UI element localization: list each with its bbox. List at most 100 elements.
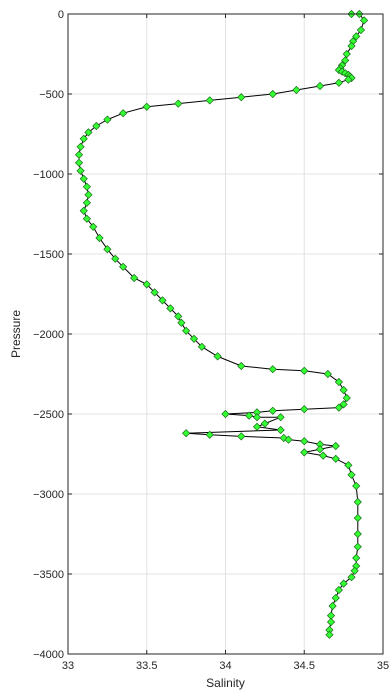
data-point [334,585,343,595]
data-point [284,435,293,444]
y-tick-label: −2500 [33,409,64,421]
data-point [300,437,309,446]
data-point [142,280,151,289]
data-point [342,49,351,59]
y-tick-label: −3000 [33,489,64,501]
data-point [342,393,351,403]
data-point [213,352,222,361]
data-point [237,432,246,441]
data-point [245,411,254,420]
data-point [92,121,101,131]
data-point [82,198,91,207]
axis-ticks: 33 33.5 34 34.5 35 0 −500 −1000 −1500 −2000 −2500 −… [33,9,389,672]
data-point [341,56,350,65]
data-point [268,365,277,374]
y-tick-label: −1500 [33,249,64,261]
y-tick-label: −1000 [33,169,64,181]
data-point [95,233,104,243]
x-tick-label: 35 [377,660,389,672]
data-point [84,128,93,137]
data-point [339,579,348,588]
data-point [315,445,325,454]
data-point [76,166,85,175]
data-point [352,553,361,563]
data-point [260,419,269,428]
data-point [292,85,301,95]
data-point [103,115,112,124]
data-point [182,326,191,335]
data-point [300,448,309,457]
data-point [252,413,262,422]
data-point [344,75,353,84]
series-layer [74,9,369,639]
data-point [339,400,348,409]
data-point [319,451,328,460]
data-point [350,566,359,575]
data-point [315,81,325,91]
data-point [79,206,88,215]
data-point [347,41,356,51]
x-tick-label: 34 [219,660,231,672]
data-point [347,470,356,479]
y-tick-label: −2000 [33,329,64,341]
data-point [142,102,151,111]
data-point [174,312,183,321]
data-point [197,342,206,351]
data-point [237,93,246,102]
data-point [276,425,285,435]
data-point [353,513,362,523]
data-point [119,262,128,271]
data-point [74,158,84,167]
y-tick-label: −500 [39,89,64,101]
data-point [268,89,277,99]
x-tick-label: 34.5 [294,660,315,672]
y-tick-label: −3500 [33,569,64,581]
x-axis-label: Salinity [206,676,245,690]
y-tick-label: −4000 [33,649,64,661]
data-point [360,16,369,25]
data-point [268,406,277,415]
data-point [111,254,120,263]
data-point [300,405,309,414]
data-point [177,318,186,327]
data-point [205,96,214,105]
data-point [352,481,361,491]
y-tick-label: 0 [58,9,64,21]
data-point [252,422,262,431]
data-point [334,403,343,412]
data-point [82,214,91,223]
x-tick-label: 33 [62,660,74,672]
data-point [339,385,348,395]
data-point [323,369,332,379]
data-point [182,429,191,438]
data-point [300,366,309,375]
data-point [74,150,84,159]
data-point [353,542,362,551]
data-point [326,617,336,627]
data-point [103,245,112,254]
data-point [331,454,340,463]
data-point [79,134,88,143]
data-point [352,32,361,41]
data-point [166,304,175,313]
data-point [353,497,362,507]
x-tick-label: 33.5 [136,660,157,672]
data-point [328,601,337,611]
data-point [158,296,167,305]
data-point [76,142,85,151]
data-point [356,25,366,35]
data-point [130,273,139,283]
data-point [119,109,128,118]
data-point [84,190,93,199]
data-point [79,174,88,183]
data-point [189,334,199,343]
data-point [334,78,343,87]
data-point [205,430,214,439]
data-point [344,461,353,470]
data-point [150,288,159,297]
y-axis-label: Pressure [9,310,23,358]
data-point [331,441,340,451]
data-point [174,99,183,108]
data-point [221,409,230,419]
